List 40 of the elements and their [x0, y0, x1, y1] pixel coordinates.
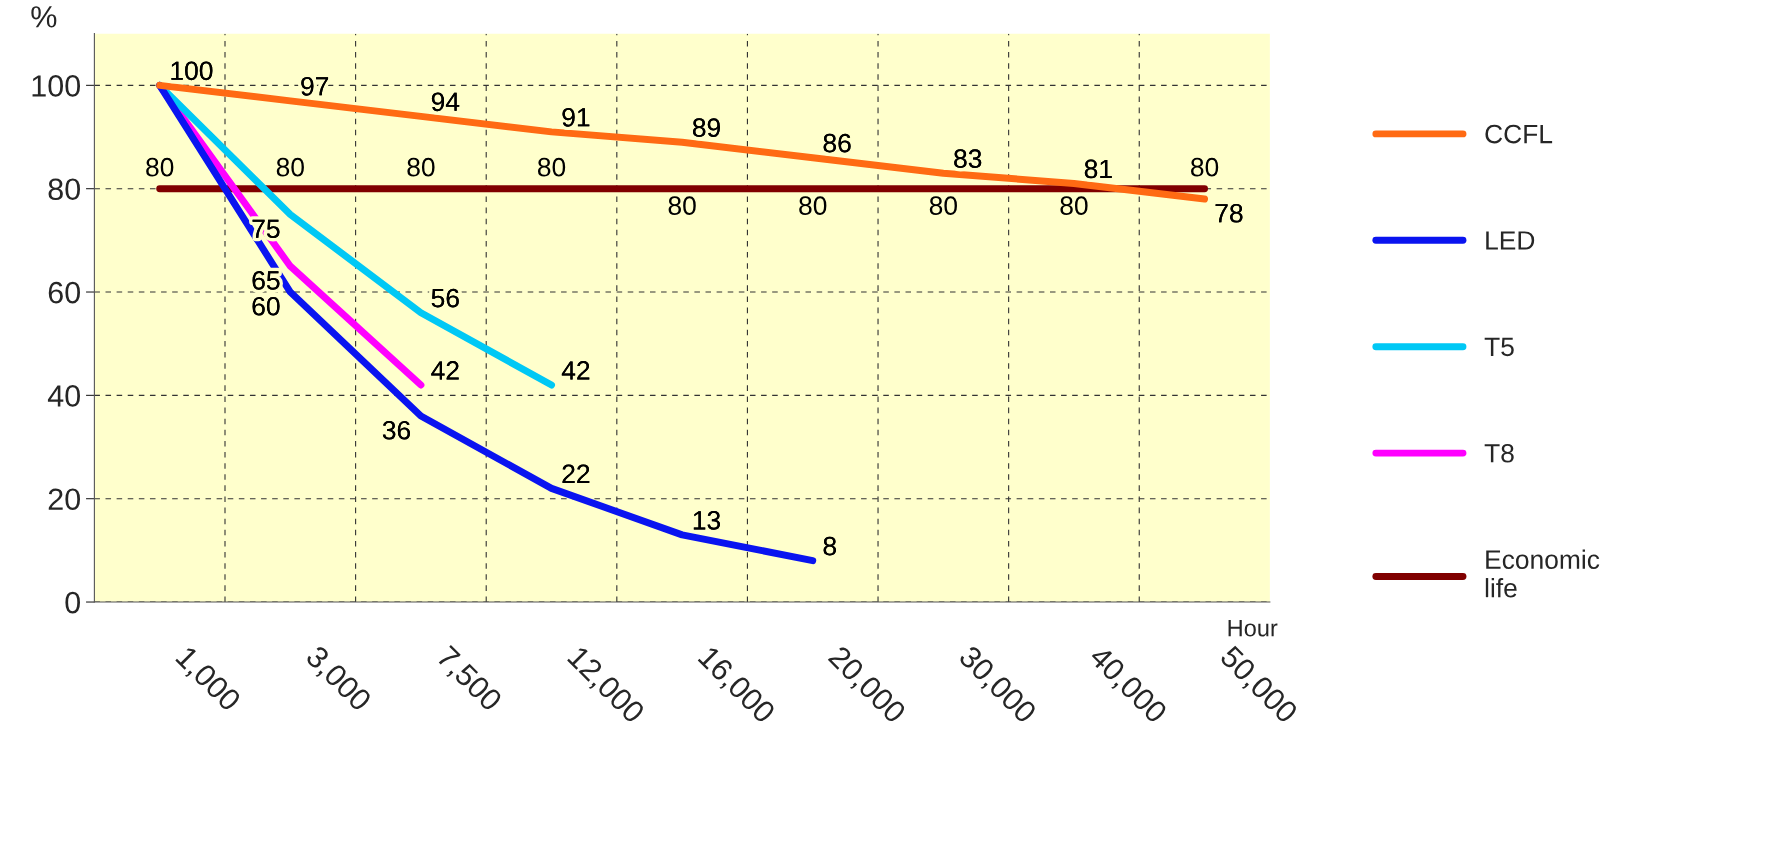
- y-axis-title: %: [31, 6, 57, 28]
- y-tick-label: 40: [47, 385, 81, 407]
- data-label: 22: [562, 464, 590, 483]
- data-label: 13: [693, 510, 721, 530]
- data-label: 81: [1084, 159, 1112, 179]
- data-label: 80: [146, 157, 174, 177]
- data-label: 80: [1060, 196, 1088, 216]
- y-tick-label: 100: [32, 75, 81, 97]
- data-label: 100: [171, 61, 213, 81]
- data-label: 97: [301, 76, 329, 96]
- legend-label: CCFL: [1485, 124, 1553, 144]
- data-label: 78: [1215, 203, 1243, 223]
- data-label: 80: [799, 196, 827, 216]
- data-label: 86: [823, 133, 851, 153]
- data-label: 80: [668, 196, 696, 216]
- y-tick-label: 60: [48, 281, 81, 304]
- y-tick-label: 0: [65, 591, 81, 614]
- data-label: 65: [252, 271, 280, 290]
- x-axis-title: Hour: [1228, 619, 1278, 637]
- data-label: 80: [537, 157, 566, 177]
- data-label: 80: [276, 157, 304, 177]
- data-label: 91: [562, 107, 590, 127]
- data-label: 42: [431, 361, 459, 380]
- legend-label: T8: [1484, 443, 1514, 463]
- data-label: 80: [1191, 157, 1219, 177]
- data-label: 83: [954, 149, 982, 168]
- data-label: 89: [692, 118, 720, 137]
- y-tick-label: 80: [48, 178, 81, 201]
- data-label: 36: [382, 420, 411, 440]
- legend-label: LED: [1486, 231, 1535, 250]
- data-label: 60: [252, 296, 280, 316]
- legend-label: T5: [1484, 337, 1514, 357]
- data-label: 42: [561, 361, 590, 380]
- data-label: 80: [407, 157, 435, 177]
- y-tick-label: 20: [48, 488, 81, 511]
- data-label: 56: [431, 288, 459, 308]
- legend-label: Economic life: [1485, 549, 1600, 598]
- data-label: 8: [823, 536, 836, 556]
- data-label: 94: [431, 92, 460, 112]
- data-label: 80: [929, 196, 957, 216]
